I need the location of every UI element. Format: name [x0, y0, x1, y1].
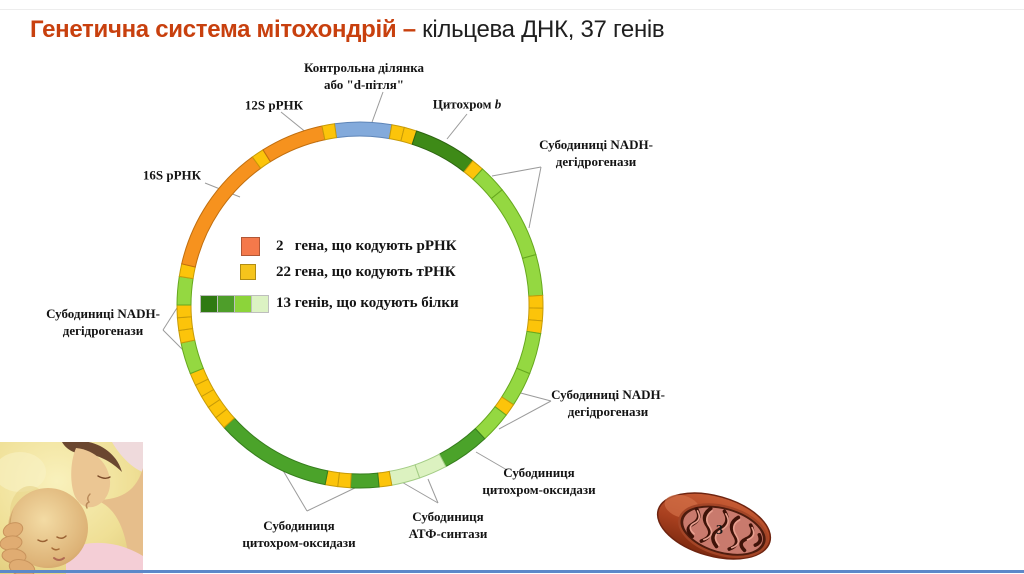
mother-baby-photo: [0, 442, 143, 574]
legend-item-protein-label: 13 генів, що кодують білки: [276, 295, 459, 311]
label-nadh-top-right: Субодиниці NADH- дегідрогенази: [539, 136, 653, 169]
top-hairline: [0, 9, 1024, 10]
dna-segment-mediumgreen: [223, 417, 329, 486]
dna-segment-lightgreen: [516, 330, 542, 375]
dna-segment-yellow: [178, 327, 196, 344]
label-nadh-bottom-right: Субодиниці NADH- дегідрогенази: [551, 386, 665, 419]
legend-item-trna-label: 22 гена, що кодують тРНК: [276, 264, 456, 280]
dna-segment-blue: [333, 121, 393, 140]
dna-segment-yellow: [527, 307, 544, 322]
leader-line: [498, 400, 552, 430]
dna-segment-lightgreen: [521, 253, 544, 297]
label-atp-synthase: Субодиниця АТФ-синтази: [408, 508, 488, 541]
dna-segment-mediumgreen: [349, 472, 380, 489]
dna-segment-lightgreen: [180, 339, 204, 375]
dna-segment-yellow: [528, 294, 544, 309]
page-title: Генетична система мітохондрій – кільцева…: [30, 16, 665, 44]
leader-line: [370, 91, 384, 126]
leader-line: [427, 478, 439, 504]
leader-line: [475, 451, 508, 471]
dna-segment-orange: [262, 125, 326, 163]
legend-swatch-protein-block: [235, 296, 251, 312]
dna-segment-darkgreen: [411, 130, 474, 173]
dna-segment-yellow: [176, 304, 192, 319]
label-cytochrome-oxidase-right: Субодиниця цитохром-оксидази: [482, 464, 596, 497]
dna-segment-lightgreen: [490, 189, 537, 260]
label-16s-rrna: 16S рРНК: [142, 167, 202, 183]
legend-swatch-protein-block: [201, 296, 217, 312]
dna-segment-yellow: [337, 472, 352, 489]
leader-line: [446, 113, 468, 140]
label-12s-rrna: 12S рРНК: [244, 97, 304, 113]
leader-line: [491, 166, 542, 177]
legend-swatch-trna: [240, 264, 256, 280]
dna-segment-palegreen: [388, 464, 421, 486]
legend-swatch-protein-block: [218, 296, 234, 312]
legend-swatch-protein-block: [252, 296, 268, 312]
dna-segment-yellow: [377, 470, 393, 488]
label-nadh-left: Субодиниці NADH- дегідрогенази: [46, 305, 160, 338]
slide-bottom-border: [0, 570, 1024, 573]
mitochondrion-number-label: 3: [716, 523, 723, 538]
legend-swatch-rrna: [241, 237, 260, 256]
label-cytochrome-b: Цитохром b: [432, 96, 502, 112]
label-control-region: Контрольна ділянка або "d-пітля": [303, 59, 425, 92]
leader-line: [399, 480, 439, 504]
page-title-highlight: Генетична система мітохондрій –: [30, 16, 423, 43]
page-title-rest: кільцева ДНК, 37 генів: [422, 16, 665, 43]
leader-line: [280, 466, 308, 512]
mitochondrion-illustration: 3: [656, 492, 772, 560]
dna-segment-mediumgreen: [438, 427, 486, 468]
leader-line: [528, 166, 542, 229]
label-cytochrome-oxidase-bottom: Субодиниця цитохром-оксидази: [242, 517, 356, 550]
dna-segment-palegreen: [414, 453, 447, 479]
legend-item-rrna-label: 2 гена, що кодують рРНК: [276, 238, 457, 254]
dna-segment-lightgreen: [176, 275, 194, 306]
leader-line: [306, 485, 360, 512]
legend-swatch-protein: [200, 295, 269, 313]
dna-segment-yellow: [176, 316, 194, 332]
dna-segment-yellow: [321, 123, 338, 141]
